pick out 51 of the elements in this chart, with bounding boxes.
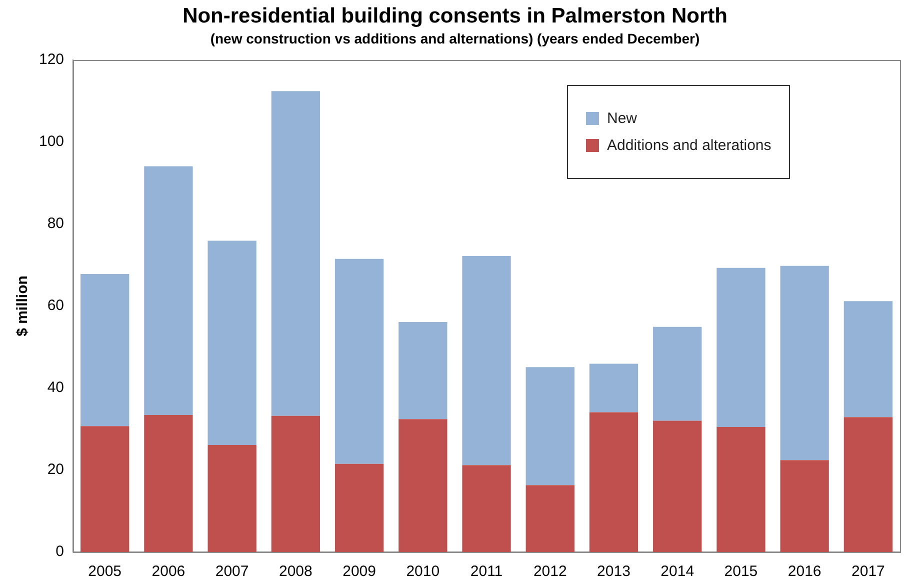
bar [589,364,638,412]
y-tick-label: 100 [38,133,64,150]
bar [526,485,574,552]
bar [334,258,384,464]
x-tick-label: 2008 [278,563,312,580]
legend-label: Additions and alterations [607,137,772,154]
x-tick-label: 2006 [152,563,186,580]
bar [398,419,448,552]
y-tick-label: 60 [47,297,64,314]
x-tick-label: 2012 [533,563,567,580]
x-tick-label: 2016 [788,563,822,580]
bar [80,426,130,552]
bar [462,256,511,466]
bar [780,460,829,552]
chart-subtitle: (new construction vs additions and alternations) (years ended December) [210,30,700,46]
y-tick-label: 40 [47,379,64,396]
bar [208,240,256,445]
y-tick-label: 80 [47,215,64,232]
x-tick-label: 2009 [342,563,376,580]
x-tick-label: 2015 [724,563,758,580]
x-tick-label: 2010 [406,563,440,580]
bar [589,412,638,552]
bar [271,416,320,552]
bar [208,444,256,552]
bar [526,367,574,486]
bar [80,274,130,426]
bar [144,415,193,552]
bar [716,426,766,552]
bar [462,465,511,552]
bar [844,301,893,418]
bar [780,266,829,460]
x-tick-label: 2017 [852,563,885,580]
x-tick-label: 2007 [215,563,249,580]
bar [398,322,448,420]
x-tick-label: 2005 [88,563,122,580]
x-tick-label: 2014 [660,563,694,580]
bar [271,91,320,416]
y-tick-label: 120 [38,51,64,68]
bar [653,420,702,552]
bar [144,166,193,416]
bar [334,464,384,552]
x-tick-label: 2011 [470,563,503,580]
y-axis-title: $ million [14,276,32,336]
bar [653,326,702,421]
chart-title: Non-residential building consents in Palmerston North [182,4,728,28]
y-tick-label: 20 [47,461,64,478]
bar [716,268,766,427]
legend-label: New [607,110,638,127]
x-tick-label: 2013 [597,563,630,580]
y-tick-label: 0 [56,543,64,560]
bar [844,417,893,552]
